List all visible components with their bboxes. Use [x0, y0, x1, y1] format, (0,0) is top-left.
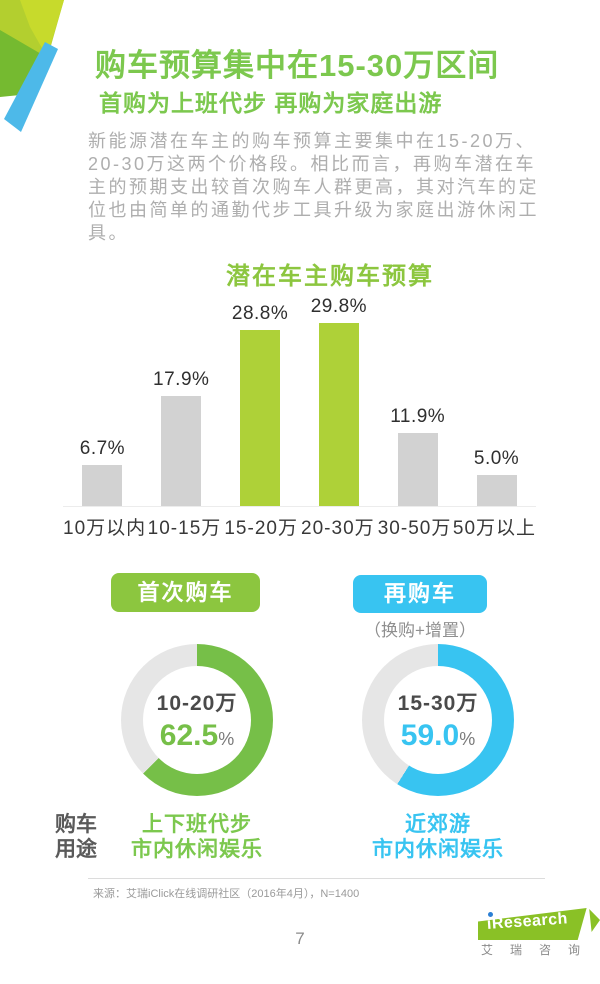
bar-chart-title: 潜在车主购车预算	[226, 263, 434, 290]
bar-category-label: 10-15万	[147, 518, 222, 539]
donut-hole: 10-20万 62.5%	[143, 666, 251, 774]
repurchase-tag: 再购车	[353, 575, 487, 613]
donut-center-value: 62.5	[159, 719, 219, 752]
bar-value-label: 6.7%	[79, 437, 126, 459]
first-purchase-donut: 10-20万 62.5%	[121, 644, 273, 796]
text-line: 上下班代步	[142, 813, 252, 836]
corner-decoration	[0, 0, 64, 132]
bar-value-label: 5.0%	[473, 448, 520, 470]
repurchase-usage: 近郊游 市内休闲娱乐	[362, 812, 514, 862]
bar-value-label: 17.9%	[153, 369, 210, 391]
bar	[240, 329, 281, 506]
bar-column: 11.9%	[378, 406, 457, 506]
page-title: 购车预算集中在15-30万区间	[95, 48, 500, 83]
bar-category-label: 30-50万	[377, 518, 452, 539]
donut-hole: 15-30万 59.0%	[384, 666, 492, 774]
logo-chinese-name: 艾瑞咨询	[481, 943, 598, 957]
donut-center-value-row: 59.0%	[401, 719, 475, 753]
text-line: 购车	[55, 813, 97, 836]
repurchase-donut: 15-30万 59.0%	[362, 644, 514, 796]
bar-column: 6.7%	[63, 438, 142, 506]
percent-sign: %	[218, 729, 235, 749]
text-line: 具。	[88, 223, 129, 243]
logo-i-dot	[488, 912, 493, 917]
text-line: 位也由简单的通勤代步工具升级为家庭出游休闲工	[88, 200, 539, 220]
bar-column: 28.8%	[221, 302, 300, 506]
donut-center-range: 10-20万	[156, 692, 238, 715]
bar-categories: 10万以内 10-15万 15-20万 20-30万 30-50万 50万以上	[63, 513, 536, 540]
bar-value-label: 28.8%	[231, 302, 289, 324]
donut-center-value: 59.0	[400, 719, 460, 752]
donut-center-range: 15-30万	[397, 692, 479, 715]
bar	[397, 433, 438, 506]
iresearch-logo: iResearch	[478, 908, 600, 940]
bar-category-label: 15-20万	[224, 518, 298, 539]
bar-value-label: 11.9%	[390, 406, 446, 428]
divider	[88, 878, 545, 879]
bar	[476, 475, 517, 506]
bar-category-label: 20-30万	[301, 518, 375, 539]
bar-category-label: 50万以上	[452, 518, 537, 539]
bar-value-label: 29.8%	[310, 296, 368, 318]
bar	[318, 323, 359, 506]
text-line: 主的预期支出较首次购车人群更高，其对汽车的定	[88, 177, 539, 197]
text-line: 市内休闲娱乐	[372, 838, 504, 861]
text-line: 市内休闲娱乐	[131, 838, 263, 861]
bar-category-label: 10万以内	[63, 518, 147, 539]
bar-column: 17.9%	[142, 369, 221, 506]
text-line: 新能源潜在车主的购车预算主要集中在15-20万、	[88, 131, 537, 151]
source-note: 来源：艾瑞iClick在线调研社区（2016年4月），N=1400	[93, 888, 360, 900]
bar-column: 5.0%	[457, 448, 536, 506]
repurchase-note: （换购+增置）	[364, 621, 476, 640]
bar	[82, 464, 123, 506]
first-purchase-usage: 上下班代步 市内休闲娱乐	[121, 812, 273, 862]
text-line: 近郊游	[405, 813, 471, 836]
logo-shape-sliver	[589, 908, 600, 932]
first-purchase-tag: 首次购车	[111, 573, 260, 612]
usage-row-label: 购车 用途	[55, 812, 97, 862]
page-number: 7	[295, 929, 305, 948]
percent-sign: %	[459, 729, 476, 749]
donut-center-value-row: 62.5%	[160, 719, 234, 753]
page-subtitle: 首购为上班代步 再购为家庭出游	[99, 90, 443, 116]
text-line: 用途	[55, 838, 97, 861]
bar-plot: 6.7% 17.9% 28.8% 29.8% 11.9% 5.0%	[63, 296, 536, 507]
bar-column: 29.8%	[299, 296, 378, 506]
bar	[161, 396, 202, 506]
text-line: 20-30万这两个价格段。相比而言，再购车潜在车	[88, 154, 537, 174]
body-paragraph: 新能源潜在车主的购车预算主要集中在15-20万、 20-30万这两个价格段。相比而…	[88, 130, 539, 245]
